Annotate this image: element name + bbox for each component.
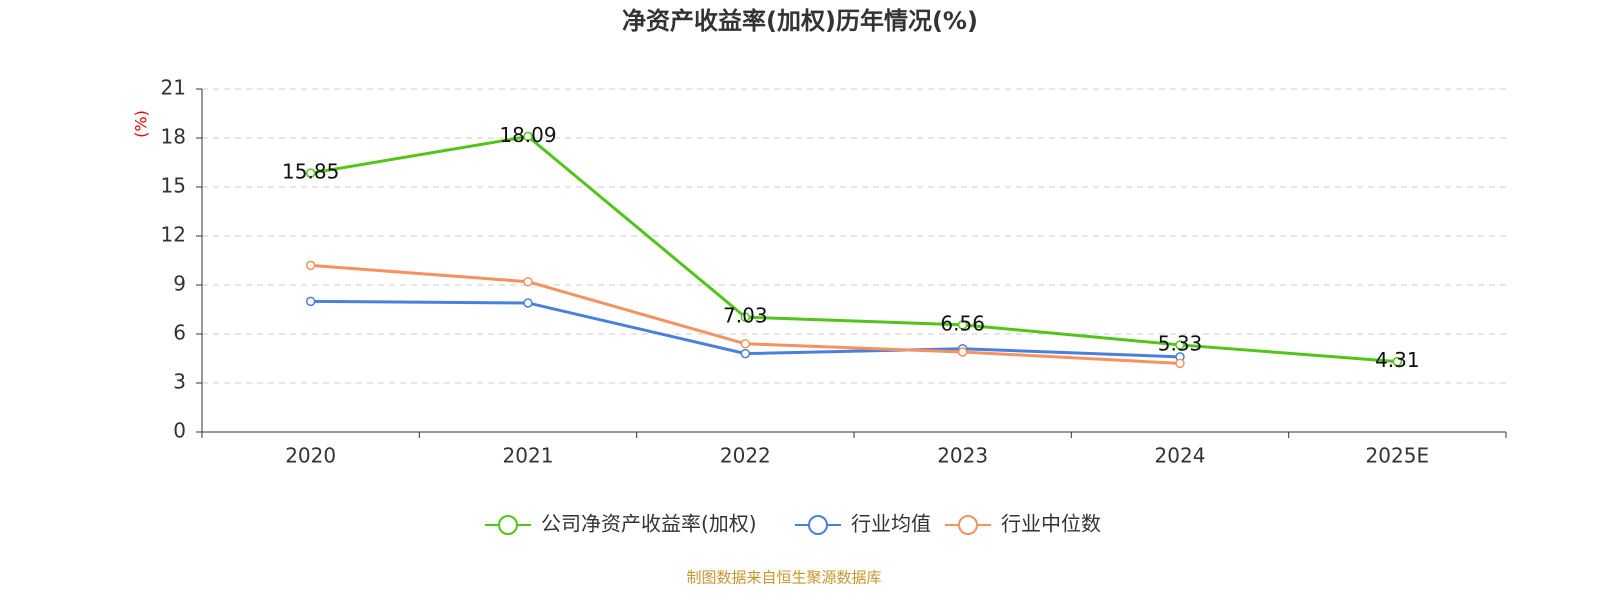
legend-item[interactable]: 行业中位数 [945,512,1101,536]
legend-item[interactable]: 行业均值 [795,512,931,536]
data-point [957,347,968,357]
data-point [740,339,751,349]
source-note: 制图数据来自恒生聚源数据库 [686,569,881,587]
data-point [305,260,316,271]
x-tick-label: 2020 [285,444,336,468]
data-label: 5.33 [1158,331,1203,355]
y-tick-label: 21 [161,76,186,100]
data-label: 18.09 [499,123,556,147]
x-tick-label: 2024 [1155,444,1206,468]
data-label: 4.31 [1375,348,1420,372]
data-point [1392,356,1403,367]
data-point [1175,340,1185,350]
legend-item[interactable]: 公司净资产收益率(加权) [485,512,757,536]
legend-label: 行业均值 [851,512,931,536]
chart-title: 净资产收益率(加权)历年情况(%) [622,7,978,35]
legend-marker [958,515,978,535]
y-axis-label: (%) [132,110,151,138]
data-point [523,298,533,308]
data-point [305,168,316,178]
y-tick-label: 18 [161,125,186,149]
series-line [310,134,1398,364]
data-point [305,296,316,307]
data-label: 6.56 [940,311,985,335]
legend-label: 行业中位数 [1001,512,1101,536]
data-point [523,276,533,287]
data-point [740,348,751,359]
y-tick-label: 12 [161,223,186,247]
y-tick-label: 15 [161,174,186,198]
y-tick-label: 0 [173,419,186,443]
data-point [740,312,751,322]
x-tick-label: 2025E [1366,444,1430,468]
legend-marker [808,515,828,535]
y-tick-label: 3 [173,370,186,394]
data-point [957,320,968,330]
legend-marker [498,515,518,535]
x-tick-label: 2023 [937,444,988,468]
y-tick-label: 9 [173,272,186,296]
data-label: 15.85 [282,160,339,184]
data-label: 7.03 [723,304,768,328]
y-tick-label: 6 [173,321,186,345]
data-point [1175,358,1185,369]
data-point [523,131,533,142]
legend-label: 公司净资产收益率(加权) [541,512,757,536]
x-tick-label: 2021 [503,444,554,468]
x-tick-label: 2022 [720,444,771,468]
